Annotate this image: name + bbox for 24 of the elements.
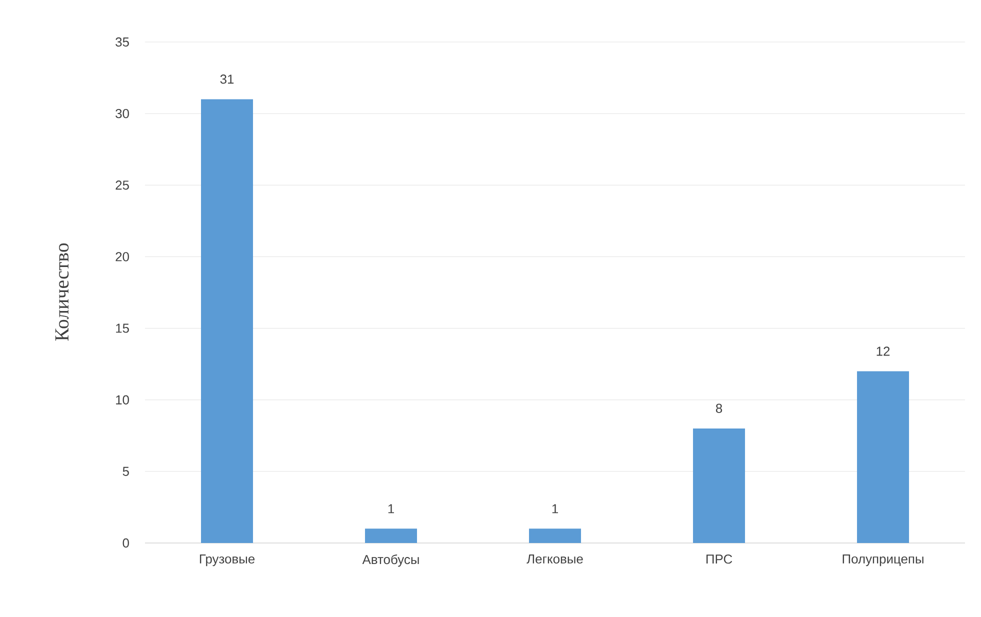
data-label: 1: [552, 504, 558, 514]
data-label: 1: [388, 504, 394, 514]
x-tick-label: Автобусы: [362, 554, 419, 567]
y-tick-label: 15: [116, 324, 129, 333]
y-tick-label: 30: [116, 108, 129, 118]
bar: [693, 428, 746, 543]
x-tick-label: Грузовые: [200, 554, 255, 566]
x-tick-label: ПРС: [706, 554, 732, 564]
x-tick-label: Полуприцепы: [842, 554, 924, 566]
y-tick-label: 0: [122, 538, 129, 548]
bar: [857, 371, 910, 543]
data-label: 31: [220, 74, 234, 84]
y-tick-label: 20: [116, 252, 129, 262]
y-tick-label: 5: [122, 466, 129, 476]
y-tick-label: 35: [116, 37, 129, 47]
y-axis-title: Количество: [55, 243, 69, 341]
data-label: 8: [716, 404, 722, 413]
data-label: 12: [876, 346, 890, 356]
x-tick-label: Легковые: [526, 554, 583, 564]
bar: [529, 528, 582, 543]
y-tick-label: 25: [116, 180, 129, 190]
bar: [365, 528, 418, 543]
bar: [201, 99, 254, 543]
y-tick-label: 10: [116, 395, 129, 404]
